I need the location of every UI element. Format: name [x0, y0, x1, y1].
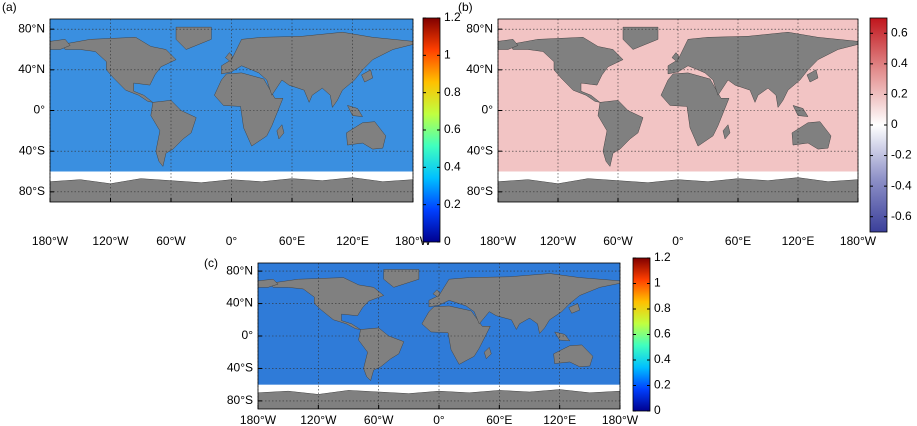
- colorbar-label: 0.2: [444, 197, 461, 211]
- y-tick-label: 80°N: [18, 21, 45, 35]
- x-tick-label: 60°W: [156, 234, 186, 248]
- x-tick-label: 60°W: [603, 234, 633, 248]
- colorbar-label: 0.2: [891, 87, 908, 101]
- map-frame: [497, 18, 859, 203]
- map-frame: [49, 18, 414, 203]
- x-tick-label: 120°W: [540, 234, 577, 248]
- y-tick-label: 40°N: [466, 62, 493, 76]
- x-tick-label: 180°W: [395, 234, 432, 248]
- x-tick-label: 60°E: [486, 413, 512, 426]
- colorbar-label: 0.8: [444, 85, 461, 99]
- colorbar-label: 0: [444, 234, 451, 248]
- y-tick-label: 80°N: [466, 21, 493, 35]
- x-tick-label: 120°W: [92, 234, 129, 248]
- colorbar-label: -0.2: [891, 148, 912, 162]
- colorbar-label: 0.6: [444, 122, 461, 136]
- colorbar-label: 0.4: [444, 160, 461, 174]
- y-tick-label: 80°N: [226, 263, 253, 277]
- colorbar-label: 0: [891, 117, 898, 131]
- colorbar-label: 1: [654, 276, 661, 290]
- map-frame: [257, 262, 621, 410]
- colorbar-label: -0.6: [891, 209, 912, 223]
- colorbar-label: 0.2: [654, 378, 671, 392]
- x-tick-label: 120°E: [336, 234, 369, 248]
- colorbar-label: 0: [654, 403, 661, 417]
- x-tick-label: 120°E: [782, 234, 815, 248]
- y-tick-label: 40°S: [19, 143, 45, 157]
- x-tick-label: 180°W: [240, 413, 277, 426]
- x-tick-label: 180°W: [840, 234, 877, 248]
- y-tick-label: 80°S: [19, 184, 45, 198]
- x-tick-label: 0°: [226, 234, 238, 248]
- x-tick-label: 60°E: [279, 234, 305, 248]
- x-tick-label: 180°W: [32, 234, 69, 248]
- panel-label: (b): [458, 0, 473, 14]
- y-tick-label: 80°S: [467, 184, 493, 198]
- y-tick-label: 0°: [34, 103, 46, 117]
- colorbar-label: 0.4: [891, 56, 908, 70]
- x-tick-label: 0°: [672, 234, 684, 248]
- panel-label: (a): [2, 0, 17, 14]
- y-tick-label: 40°S: [467, 143, 493, 157]
- x-tick-label: 60°W: [364, 413, 394, 426]
- x-tick-label: 120°E: [543, 413, 576, 426]
- x-tick-label: 180°W: [480, 234, 517, 248]
- x-tick-label: 120°W: [300, 413, 337, 426]
- colorbar-label: 0.6: [891, 25, 908, 39]
- y-tick-label: 0°: [242, 328, 254, 342]
- colorbar-label: -0.4: [891, 178, 912, 192]
- y-tick-label: 40°S: [227, 361, 253, 375]
- y-tick-label: 0°: [482, 103, 494, 117]
- panel-label: (c): [204, 256, 218, 270]
- colorbar-label: 0.4: [654, 352, 671, 366]
- colorbar-label: 1.2: [654, 250, 671, 264]
- y-tick-label: 40°N: [226, 296, 253, 310]
- y-tick-label: 40°N: [18, 62, 45, 76]
- colorbar-label: 0.6: [654, 327, 671, 341]
- x-tick-label: 180°W: [602, 413, 639, 426]
- x-tick-label: 0°: [433, 413, 445, 426]
- y-tick-label: 80°S: [227, 393, 253, 407]
- colorbar-label: 1: [444, 48, 451, 62]
- x-tick-label: 60°E: [725, 234, 751, 248]
- colorbar-label: 1.2: [444, 10, 461, 24]
- colorbar-label: 0.8: [654, 301, 671, 315]
